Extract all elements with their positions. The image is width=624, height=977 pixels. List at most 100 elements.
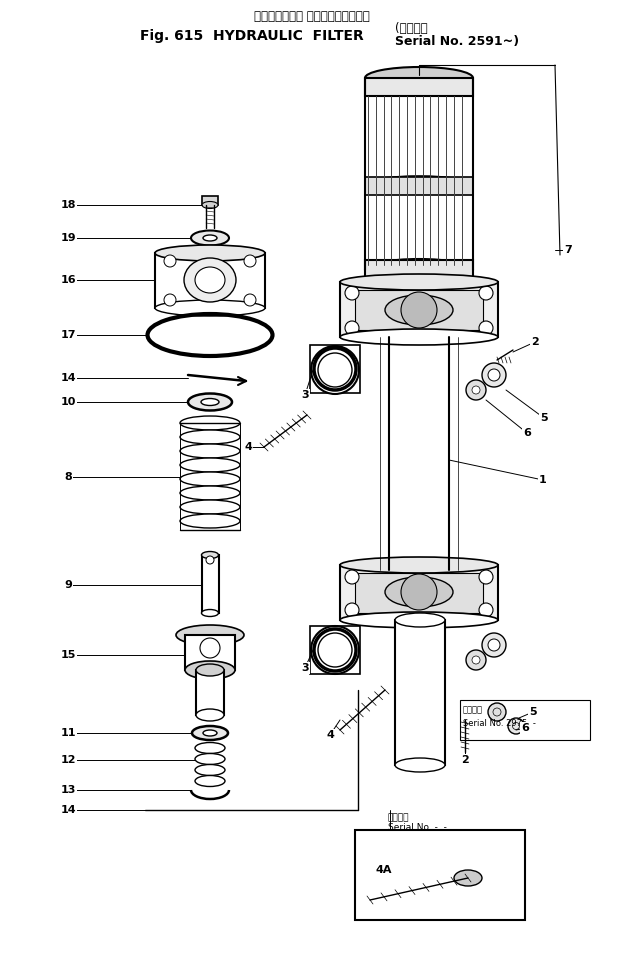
Text: 6: 6: [523, 428, 531, 438]
Text: 18: 18: [61, 200, 76, 210]
Ellipse shape: [365, 176, 473, 194]
Ellipse shape: [195, 267, 225, 293]
Circle shape: [488, 369, 500, 381]
Text: Fig. 615  HYDRAULIC  FILTER: Fig. 615 HYDRAULIC FILTER: [140, 29, 364, 43]
Ellipse shape: [340, 329, 498, 345]
Ellipse shape: [203, 235, 217, 241]
Text: Serial No. 2975- -: Serial No. 2975- -: [463, 718, 536, 728]
Circle shape: [345, 321, 359, 335]
Text: 3: 3: [301, 663, 309, 673]
Bar: [395, 620, 445, 765]
Text: 14: 14: [60, 373, 76, 383]
Text: 6: 6: [521, 723, 529, 733]
Text: Serial No. 2591~): Serial No. 2591~): [395, 35, 519, 49]
Bar: [340, 565, 498, 620]
Text: 15: 15: [61, 650, 76, 660]
Circle shape: [345, 603, 359, 617]
Bar: [355, 830, 525, 920]
Bar: [185, 635, 235, 670]
Circle shape: [206, 556, 214, 564]
Text: ハイドロリック フィルタ（適用号機: ハイドロリック フィルタ（適用号機: [254, 10, 370, 22]
Ellipse shape: [180, 416, 240, 430]
Ellipse shape: [201, 399, 219, 405]
Text: 19: 19: [60, 233, 76, 243]
Ellipse shape: [395, 613, 445, 627]
Circle shape: [466, 380, 486, 400]
Text: 適用号機: 適用号機: [463, 705, 483, 714]
Circle shape: [401, 292, 437, 328]
Ellipse shape: [180, 514, 240, 528]
Ellipse shape: [180, 430, 240, 444]
Circle shape: [479, 603, 493, 617]
Text: 5: 5: [529, 707, 537, 717]
Bar: [310, 626, 360, 674]
Text: 1: 1: [539, 475, 547, 485]
Text: 4: 4: [244, 442, 252, 452]
Text: 4A: 4A: [375, 865, 391, 875]
Text: Serial No. -  -: Serial No. - -: [388, 823, 447, 831]
Bar: [310, 345, 360, 393]
Circle shape: [466, 650, 486, 670]
Ellipse shape: [203, 730, 217, 736]
Circle shape: [482, 363, 506, 387]
Ellipse shape: [196, 664, 224, 676]
Text: 11: 11: [61, 728, 76, 738]
Ellipse shape: [340, 612, 498, 628]
Text: 13: 13: [61, 785, 76, 795]
Text: 9: 9: [64, 580, 72, 590]
Bar: [155, 253, 265, 308]
Text: 14: 14: [60, 805, 76, 815]
Circle shape: [488, 639, 500, 651]
Circle shape: [164, 255, 176, 267]
Ellipse shape: [340, 557, 498, 573]
Ellipse shape: [155, 300, 265, 316]
Text: 10: 10: [61, 397, 76, 407]
Bar: [202, 555, 219, 613]
Ellipse shape: [195, 776, 225, 786]
Ellipse shape: [185, 661, 235, 679]
Ellipse shape: [385, 295, 453, 325]
Circle shape: [488, 703, 506, 721]
Text: 3: 3: [301, 390, 309, 400]
Ellipse shape: [365, 259, 473, 281]
Bar: [365, 177, 473, 195]
Text: 8: 8: [64, 472, 72, 482]
Circle shape: [345, 286, 359, 300]
Ellipse shape: [195, 753, 225, 764]
Ellipse shape: [365, 67, 473, 89]
Ellipse shape: [196, 709, 224, 721]
Circle shape: [479, 321, 493, 335]
Circle shape: [164, 294, 176, 306]
Ellipse shape: [202, 610, 218, 616]
Ellipse shape: [318, 353, 352, 387]
Bar: [196, 670, 224, 715]
Text: 2: 2: [531, 337, 539, 347]
Ellipse shape: [195, 743, 225, 753]
Circle shape: [508, 718, 524, 734]
Text: 12: 12: [61, 755, 76, 765]
Ellipse shape: [395, 758, 445, 772]
Text: 16: 16: [60, 275, 76, 285]
Circle shape: [200, 638, 220, 658]
Ellipse shape: [180, 472, 240, 486]
Bar: [365, 78, 473, 96]
Ellipse shape: [318, 633, 352, 667]
Ellipse shape: [176, 625, 244, 645]
Bar: [355, 290, 483, 330]
Ellipse shape: [202, 201, 218, 208]
Ellipse shape: [454, 870, 482, 886]
Ellipse shape: [184, 258, 236, 302]
Circle shape: [244, 294, 256, 306]
Ellipse shape: [385, 577, 453, 607]
Ellipse shape: [180, 444, 240, 458]
Text: 7: 7: [564, 245, 572, 255]
Ellipse shape: [191, 231, 229, 245]
Circle shape: [472, 386, 480, 394]
Bar: [202, 196, 218, 205]
Circle shape: [472, 656, 480, 664]
Bar: [460, 700, 590, 740]
Ellipse shape: [155, 245, 265, 261]
Ellipse shape: [311, 346, 359, 394]
Circle shape: [479, 286, 493, 300]
Ellipse shape: [340, 274, 498, 290]
